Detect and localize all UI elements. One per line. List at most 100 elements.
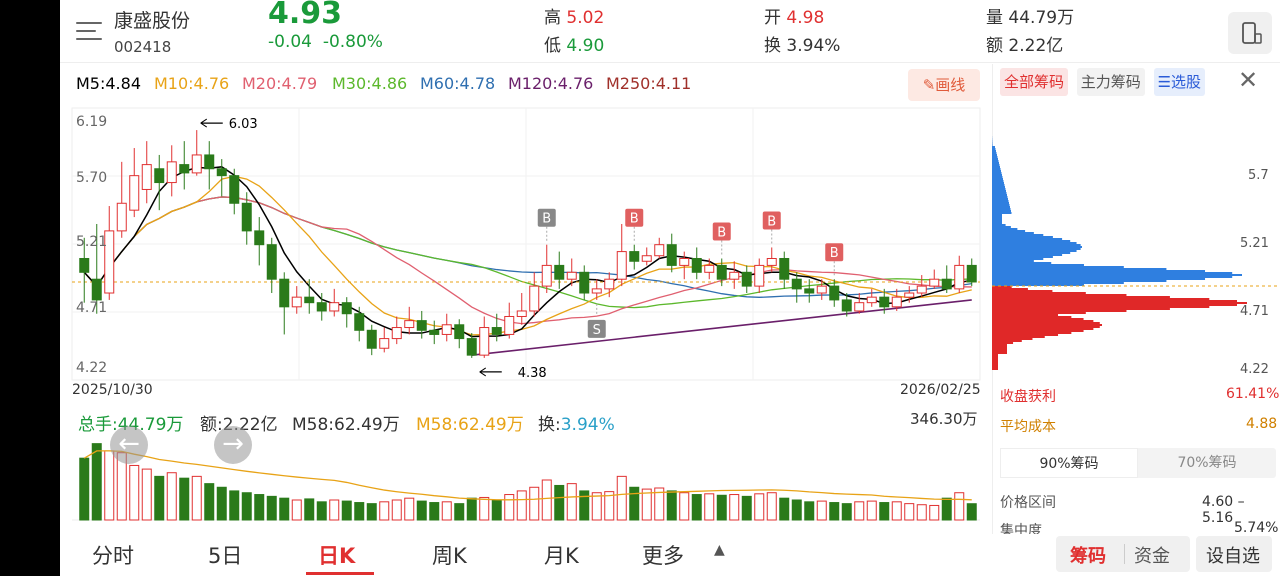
more-arrow-icon[interactable]: ▲ bbox=[714, 542, 725, 558]
volume-bar bbox=[716, 494, 727, 521]
tab-main-chips[interactable]: 主力筹码 bbox=[1076, 68, 1145, 96]
chip-bar-profit bbox=[992, 158, 998, 160]
trade-marker-label: B bbox=[767, 214, 776, 229]
chip-bar-loss bbox=[992, 294, 1127, 296]
chip-bar-profit bbox=[992, 194, 1007, 196]
volume-bar bbox=[129, 464, 140, 521]
tab-select-stock[interactable]: ☰选股 bbox=[1153, 68, 1206, 96]
chip-tabs: 全部筹码 主力筹码 ☰选股 bbox=[1000, 68, 1206, 96]
chip-tick-4: 4.22 bbox=[1240, 362, 1269, 377]
candle-body bbox=[941, 278, 952, 290]
tab-more[interactable]: 更多 bbox=[642, 544, 684, 568]
candle-body bbox=[554, 264, 565, 280]
chip-bar-profit bbox=[992, 242, 1077, 244]
tab-all-chips[interactable]: 全部筹码 bbox=[1000, 68, 1069, 96]
draw-line-button[interactable]: ✎画线 bbox=[908, 69, 980, 101]
chip-bar-profit bbox=[992, 154, 997, 156]
candle-body bbox=[491, 327, 502, 335]
chip-bar-profit bbox=[992, 244, 1081, 246]
volume-bar bbox=[541, 479, 552, 521]
profit-label: 收盘获利 bbox=[1000, 389, 1056, 405]
volume-bar bbox=[654, 487, 665, 521]
candle-body bbox=[591, 288, 602, 294]
volume-bar bbox=[679, 492, 690, 521]
chip-tick-2: 5.21 bbox=[1240, 236, 1269, 251]
tab-monthly-k[interactable]: 月K bbox=[544, 544, 579, 568]
chip-bar-profit bbox=[992, 184, 1005, 186]
volume-bar bbox=[504, 494, 515, 521]
tab-intraday[interactable]: 分时 bbox=[92, 544, 134, 568]
candle-body bbox=[154, 168, 165, 184]
chip-bar-profit bbox=[992, 156, 998, 158]
chip-bar-profit bbox=[992, 236, 1053, 238]
tab-90-chips[interactable]: 90%筹码 bbox=[1000, 448, 1138, 478]
candle-body bbox=[504, 315, 515, 335]
chip-bar-profit bbox=[992, 284, 1084, 286]
chip-bar-loss bbox=[992, 348, 1007, 350]
candle-body bbox=[604, 278, 615, 290]
chip-bar-loss bbox=[992, 346, 1007, 348]
open-stat: 开 4.98 bbox=[764, 8, 825, 28]
volume-bar bbox=[491, 499, 502, 521]
y-tick-3: 5.21 bbox=[76, 234, 108, 250]
chip-bar-profit bbox=[992, 260, 1034, 262]
close-icon[interactable]: ✕ bbox=[1238, 66, 1259, 94]
candle-body bbox=[954, 264, 965, 290]
candle-body bbox=[791, 278, 802, 290]
volume-bar bbox=[479, 496, 490, 521]
candle-body bbox=[891, 296, 902, 308]
chip-bar-profit bbox=[992, 144, 993, 146]
trade-marker-B bbox=[537, 208, 556, 227]
chip-bar-loss bbox=[992, 324, 1102, 326]
kline-chart[interactable]: 6.03 4.38 B S B B B B bbox=[60, 100, 990, 534]
y-tick-2: 5.70 bbox=[76, 170, 108, 186]
chips-button[interactable]: 筹码 bbox=[1070, 546, 1106, 567]
chip-bar-profit bbox=[992, 160, 999, 162]
chip-bar-profit bbox=[992, 276, 1233, 278]
chip-bar-loss bbox=[992, 366, 998, 368]
chip-bar-loss bbox=[992, 326, 1100, 328]
volume-bar bbox=[79, 457, 90, 521]
candle-body bbox=[141, 164, 152, 190]
ma10-label: M10:4.76 bbox=[154, 74, 230, 93]
candle-body bbox=[779, 257, 790, 280]
volume-bar bbox=[241, 492, 252, 521]
chip-bar-profit bbox=[992, 186, 1005, 188]
volume-bar bbox=[604, 491, 615, 521]
chip-bar-loss bbox=[992, 316, 1072, 318]
candle-body bbox=[104, 230, 115, 294]
scroll-right-button[interactable]: → bbox=[214, 426, 252, 464]
candle-body bbox=[466, 338, 477, 356]
scroll-left-button[interactable]: ← bbox=[110, 426, 148, 464]
chip-bar-profit bbox=[992, 214, 1002, 216]
chip-bar-profit bbox=[992, 192, 1007, 194]
landscape-toggle-icon[interactable] bbox=[1228, 12, 1272, 54]
candle-body bbox=[691, 257, 702, 273]
volume-bar bbox=[304, 498, 315, 521]
chip-bar-profit bbox=[992, 240, 1071, 242]
chip-bar-profit bbox=[992, 148, 996, 150]
candle-body bbox=[316, 302, 327, 312]
volume-bar bbox=[779, 497, 790, 521]
volume-bar bbox=[941, 497, 952, 521]
volume-bar bbox=[754, 493, 765, 521]
candle-body bbox=[766, 257, 777, 266]
price-range-value: 4.60 – 5.16 bbox=[1202, 494, 1245, 526]
tab-70-chips[interactable]: 70%筹码 bbox=[1177, 455, 1237, 471]
volume-bar bbox=[854, 501, 865, 521]
chip-bar-profit bbox=[992, 216, 1002, 218]
menu-icon[interactable] bbox=[74, 18, 104, 44]
chip-bar-loss bbox=[992, 358, 998, 360]
chip-bar-profit bbox=[992, 248, 1081, 250]
tab-daily-k[interactable]: 日K bbox=[318, 544, 356, 568]
chip-bar-profit bbox=[992, 230, 1026, 232]
funds-button[interactable]: 资金 bbox=[1134, 546, 1170, 567]
add-watchlist-button[interactable]: 设自选 bbox=[1196, 536, 1272, 572]
tab-weekly-k[interactable]: 周K bbox=[432, 544, 467, 568]
tab-5day[interactable]: 5日 bbox=[208, 544, 243, 568]
trade-marker-label: B bbox=[630, 212, 639, 227]
volume-bar bbox=[416, 500, 427, 521]
volume-bar bbox=[166, 472, 177, 521]
chip-distribution-chart bbox=[992, 136, 1280, 370]
chip-bar-profit bbox=[992, 218, 1002, 220]
